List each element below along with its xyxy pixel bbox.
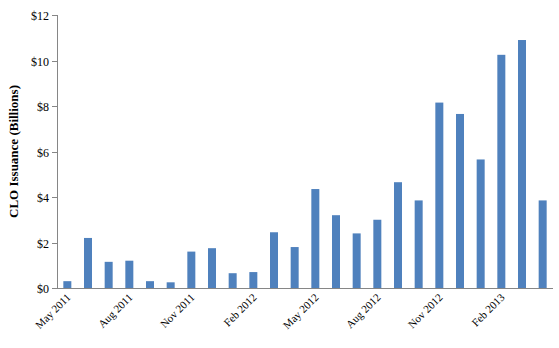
bar (477, 159, 485, 288)
y-tick-label: $10 (31, 55, 49, 69)
x-tick-label: May 2012 (280, 291, 320, 331)
bar (105, 262, 113, 288)
y-tick-label: $8 (37, 100, 49, 114)
bar (229, 273, 237, 288)
bar (208, 248, 216, 288)
x-tick-label: Nov 2012 (405, 291, 444, 330)
y-tick (52, 15, 57, 16)
bar (518, 40, 526, 288)
bar (270, 232, 278, 288)
y-tick (52, 106, 57, 107)
bars (63, 40, 546, 288)
y-tick (52, 288, 57, 289)
bar (415, 200, 423, 288)
bar (497, 55, 505, 288)
x-tick-label: May 2011 (33, 291, 73, 331)
bar (291, 247, 299, 288)
bar (394, 182, 402, 288)
x-tick-label: Aug 2012 (343, 291, 382, 330)
y-tick-label: $0 (37, 282, 49, 296)
bar (249, 272, 257, 288)
x-tick-label: Feb 2012 (221, 291, 259, 329)
bar (311, 189, 319, 288)
bar (167, 282, 175, 288)
y-axis-line (57, 15, 58, 288)
y-tick-label: $6 (37, 146, 49, 160)
bar (84, 238, 92, 288)
x-tick-label: Feb 2013 (469, 291, 507, 329)
bar (63, 281, 71, 288)
chart: $0 $2 $4 $6 $8 $10 $12 May 2011 Aug 2011 Nov 2011… (0, 0, 559, 348)
y-tick (52, 61, 57, 62)
x-tick-label: Aug 2011 (96, 291, 135, 330)
y-axis-title: CLO Issuance (Billions) (6, 85, 21, 218)
bar (125, 261, 133, 288)
x-tick-label: Nov 2011 (158, 291, 197, 330)
y-tick (52, 152, 57, 153)
y-tick-label: $12 (31, 9, 49, 23)
bar (187, 252, 195, 288)
bar (332, 215, 340, 288)
bar (146, 281, 154, 288)
bar (373, 220, 381, 288)
y-tick (52, 197, 57, 198)
y-tick-label: $4 (37, 191, 49, 205)
bar (456, 114, 464, 288)
bar (353, 233, 361, 288)
x-axis-line (57, 288, 553, 289)
bar (435, 103, 443, 288)
y-tick (52, 243, 57, 244)
y-tick-label: $2 (37, 237, 49, 251)
bar (539, 200, 547, 288)
chart-container: $0 $2 $4 $6 $8 $10 $12 May 2011 Aug 2011 Nov 2011… (0, 0, 559, 348)
